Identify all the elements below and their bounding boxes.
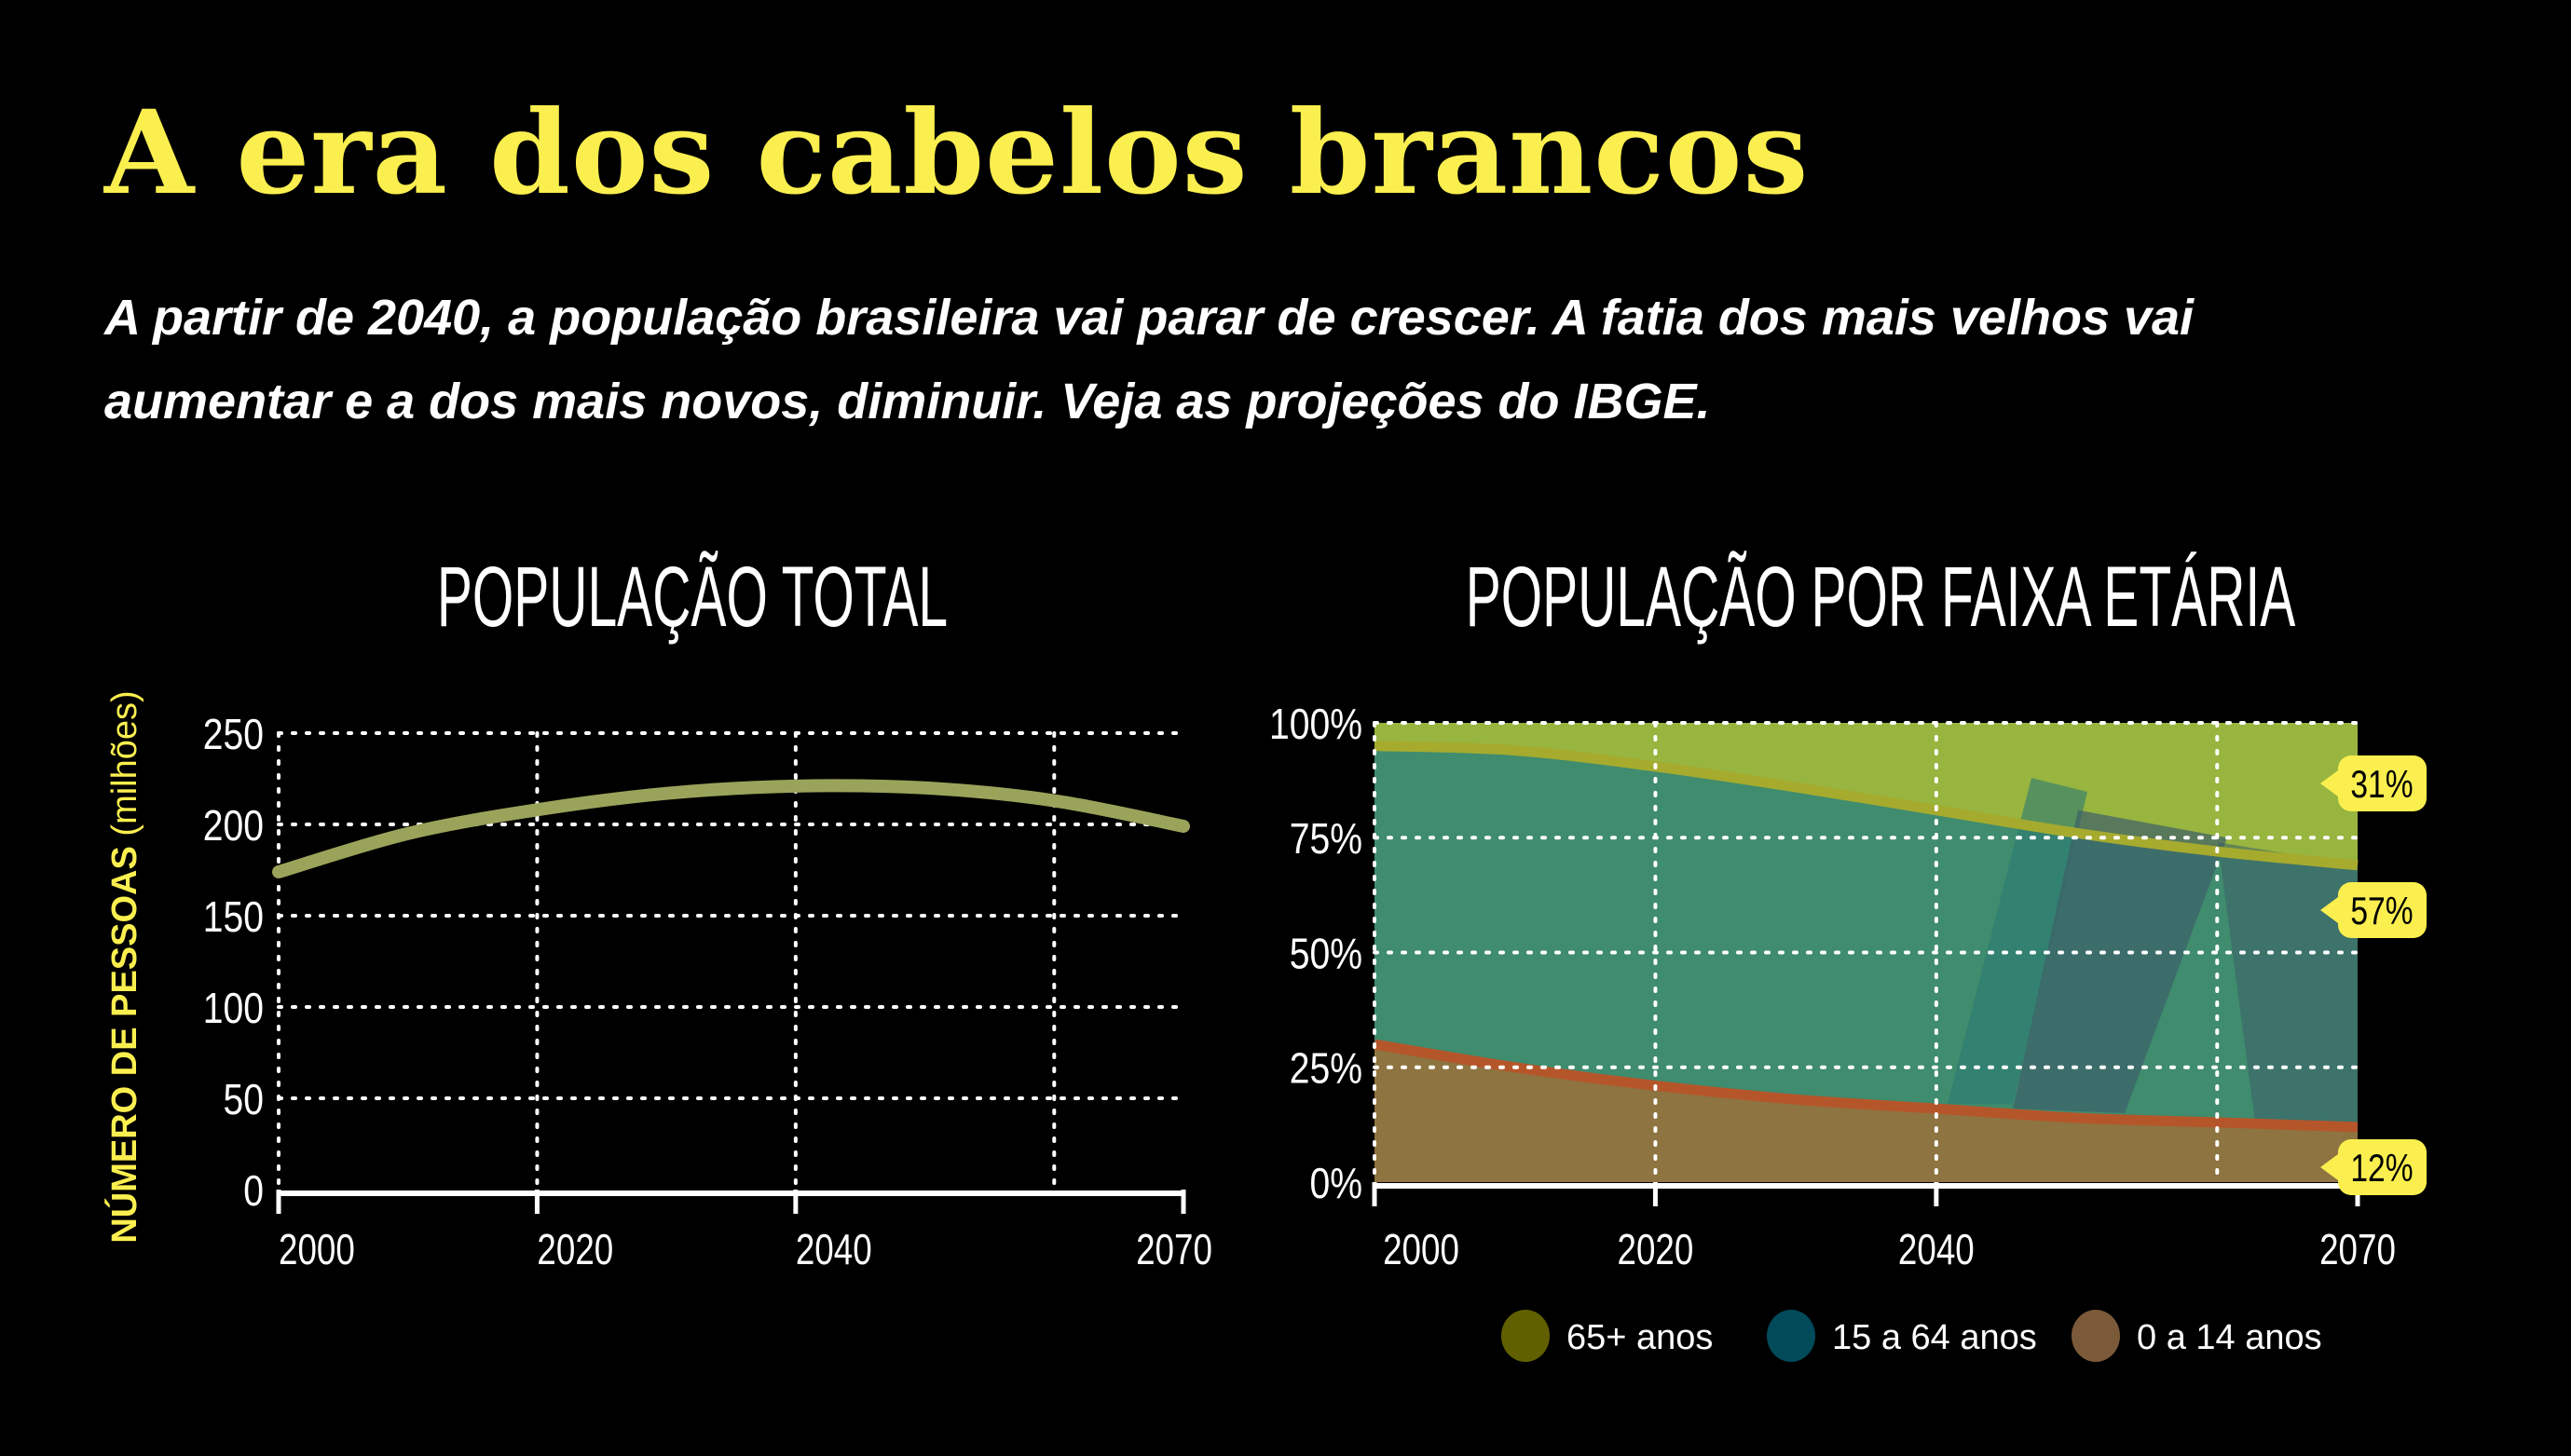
legend-swatch (1767, 1310, 1815, 1362)
total-chart-grid (277, 731, 1185, 1191)
end-label-badge (2338, 1139, 2427, 1195)
y-tick-label: 200 (203, 802, 264, 850)
y-tick-label: 100% (1269, 701, 1362, 749)
end-label-badge (2338, 882, 2427, 938)
end-label-pointer (2320, 1154, 2338, 1180)
y-tick-label: 250 (203, 711, 264, 759)
x-tick-label: 2040 (796, 1225, 872, 1273)
x-tick-label: 2070 (1136, 1225, 1212, 1273)
end-label-text: 57% (2350, 891, 2413, 933)
age-chart-title: POPULAÇÃO POR FAIXA ETÁRIA (1466, 550, 2296, 645)
total-chart-marks (272, 779, 1190, 878)
y-axis-label-main: NÚMERO DE PESSOAS (103, 846, 144, 1244)
age-chart-grid (1373, 721, 2359, 1184)
age-chart-ticks: 2000 2020 2040 2070 0% 25% 50% 75% 100% (1269, 701, 2396, 1273)
legend-label: 0 a 14 anos (2137, 1318, 2322, 1357)
legend: 65+ anos 15 a 64 anos 0 a 14 anos (1501, 1310, 2322, 1362)
x-tick-label: 2070 (2319, 1225, 2396, 1273)
y-tick-label: 50% (1290, 931, 1362, 979)
texture-band (2013, 810, 2227, 1114)
age-chart-areas (1374, 723, 2359, 1182)
x-tick-label: 2000 (1383, 1225, 1459, 1273)
x-tick-label: 2020 (1618, 1225, 1694, 1273)
boundary-65-plus (1374, 741, 2359, 871)
y-tick-label: 0% (1309, 1160, 1362, 1208)
age-chart-end-labels: 31% 57% 12% (2320, 755, 2427, 1195)
y-tick-label: 75% (1290, 815, 1362, 864)
x-tick-label: 2000 (279, 1225, 355, 1273)
end-label-pointer (2320, 770, 2338, 796)
legend-swatch (1501, 1310, 1550, 1362)
texture-band (2218, 842, 2358, 1123)
y-axis-label-unit: (milhões) (105, 690, 144, 836)
population-line (272, 779, 1190, 878)
area-0-14 (1374, 1044, 2358, 1182)
y-tick-label: 50 (224, 1076, 264, 1124)
end-label-text: 31% (2350, 764, 2413, 807)
total-chart-ticks: 2000 2020 2040 2070 0 50 100 150 200 250 (203, 711, 1212, 1273)
page-subtitle: A partir de 2040, a população brasileira… (104, 290, 2195, 429)
y-tick-label: 100 (203, 985, 264, 1033)
y-tick-label: 150 (203, 893, 264, 942)
y-tick-label: 25% (1290, 1045, 1362, 1094)
legend-label: 15 a 64 anos (1832, 1318, 2037, 1357)
end-label-badge (2338, 755, 2427, 811)
page-title: A era dos cabelos brancos (104, 86, 1810, 221)
y-axis-label: NÚMERO DE PESSOAS (milhões) (103, 690, 144, 1243)
x-tick-label: 2040 (1898, 1225, 1975, 1273)
legend-swatch (2072, 1310, 2120, 1362)
boundary-0-14 (1374, 1039, 2359, 1133)
x-tick-label: 2020 (537, 1225, 613, 1273)
texture-band (1948, 778, 2087, 1105)
total-chart-title: POPULAÇÃO TOTAL (437, 550, 948, 645)
end-label-text: 12% (2350, 1148, 2413, 1191)
y-tick-label: 0 (243, 1167, 264, 1216)
end-label-pointer (2320, 897, 2338, 923)
legend-label: 65+ anos (1566, 1318, 1713, 1357)
